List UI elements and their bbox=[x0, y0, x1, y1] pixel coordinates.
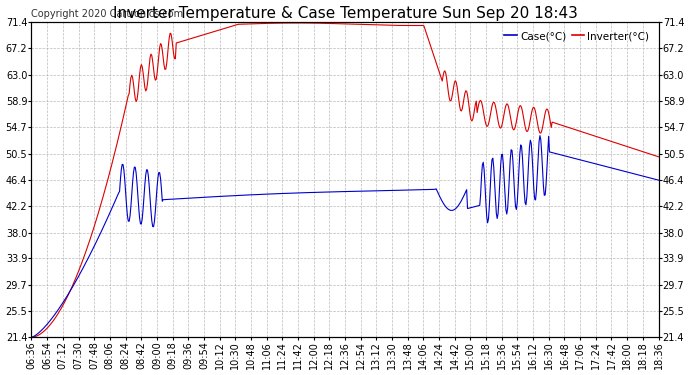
Legend: Case(°C), Inverter(°C): Case(°C), Inverter(°C) bbox=[500, 27, 653, 45]
Text: Copyright 2020 Cartronics.com: Copyright 2020 Cartronics.com bbox=[32, 9, 184, 19]
Title: Inverter Temperature & Case Temperature Sun Sep 20 18:43: Inverter Temperature & Case Temperature … bbox=[112, 6, 578, 21]
